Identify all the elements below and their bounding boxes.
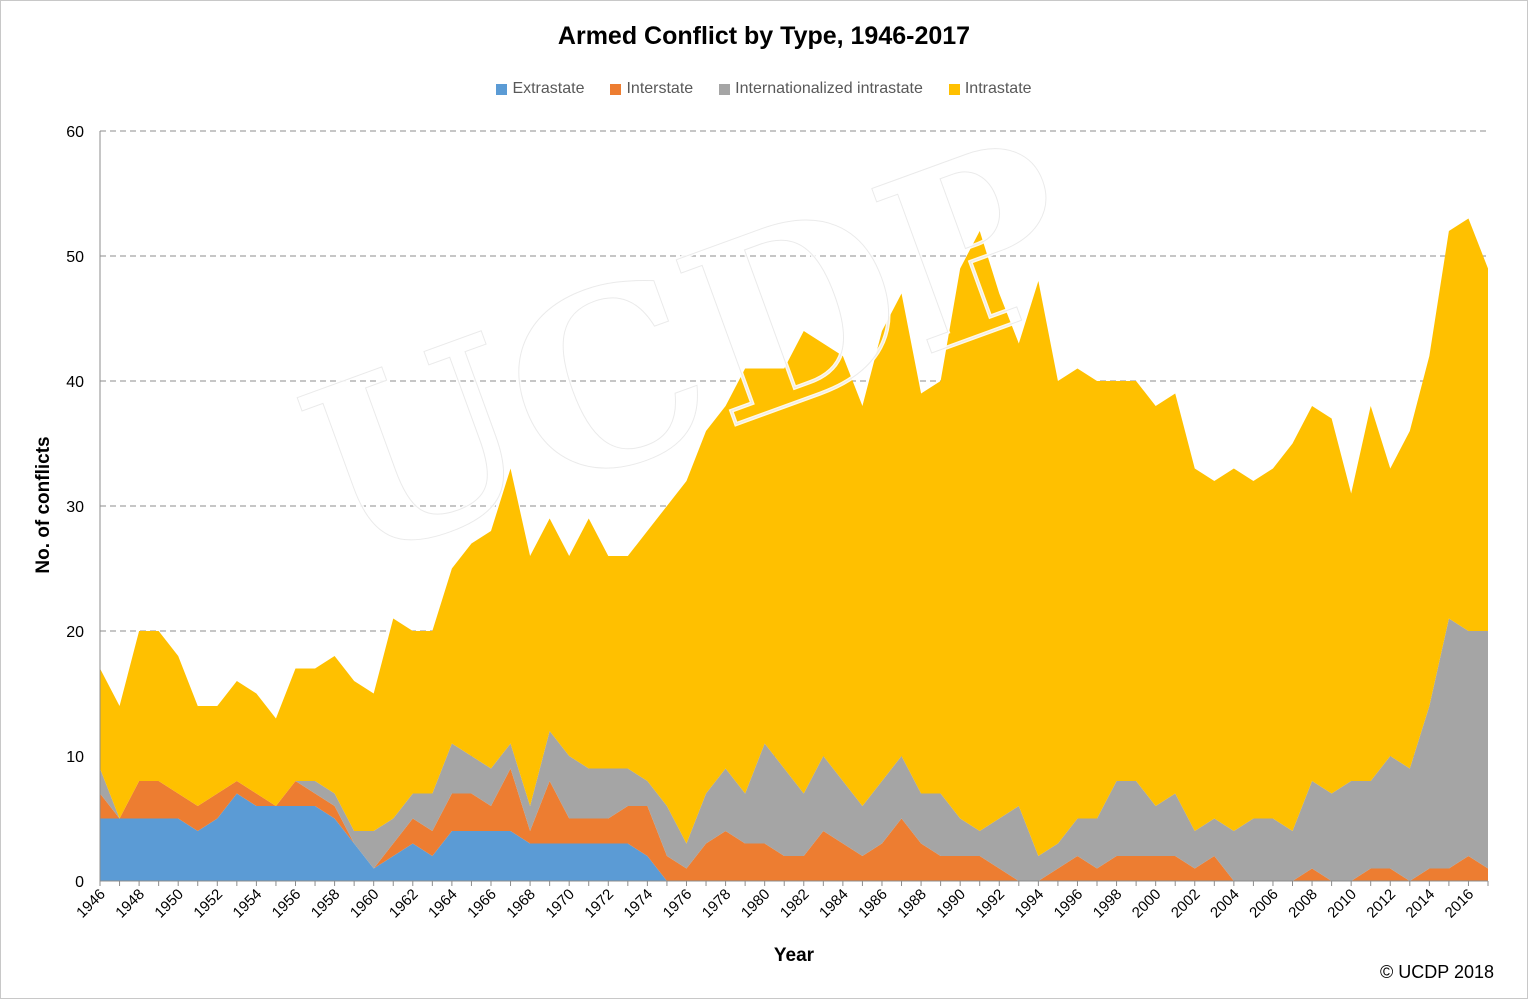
- legend-label-internationalized-intrastate: Internationalized intrastate: [735, 80, 923, 97]
- legend: Extrastate Interstate Internationalized …: [0, 80, 1528, 98]
- x-tick-label: 1954: [230, 886, 266, 922]
- legend-label-extrastate: Extrastate: [512, 80, 585, 97]
- x-tick-label: 2012: [1363, 886, 1399, 922]
- y-tick-label: 20: [66, 624, 84, 641]
- x-tick-label: 2000: [1129, 886, 1165, 922]
- x-tick-label: 2014: [1403, 886, 1439, 922]
- x-tick-label: 1958: [308, 886, 344, 922]
- x-tick-label: 1996: [1051, 886, 1087, 922]
- x-tick-label: 1974: [621, 886, 657, 922]
- legend-swatch-internationalized-intrastate: [719, 83, 731, 95]
- stacked-areas: [100, 218, 1488, 881]
- x-tick-label: 1982: [777, 886, 813, 922]
- x-tick-label: 1950: [151, 886, 187, 922]
- x-tick-label: 1946: [73, 886, 109, 922]
- x-tick-label: 2016: [1442, 886, 1478, 922]
- legend-swatch-interstate: [610, 83, 622, 95]
- x-tick-label: 1992: [972, 886, 1008, 922]
- x-tick-label: 1994: [1012, 886, 1048, 922]
- x-tick-label: 1984: [816, 886, 852, 922]
- y-tick-label: 40: [66, 374, 84, 391]
- x-axis-title: Year: [773, 945, 815, 966]
- x-tick-label: 1972: [581, 886, 617, 922]
- x-tick-label: 2002: [1168, 886, 1204, 922]
- copyright-notice: © UCDP 2018: [1380, 962, 1494, 982]
- legend-item-intrastate: Intrastate: [948, 80, 1032, 98]
- x-tick-label: 2008: [1285, 886, 1321, 922]
- area-interstate: [100, 768, 1488, 881]
- x-tick-label: 1998: [1090, 886, 1126, 922]
- x-tick-label: 2006: [1246, 886, 1282, 922]
- y-tick-label: 30: [66, 499, 84, 516]
- x-tick-label: 2010: [1324, 886, 1360, 922]
- legend-swatch-intrastate: [948, 83, 960, 95]
- y-tick-label: 50: [66, 249, 84, 266]
- legend-item-internationalized-intrastate: Internationalized intrastate: [719, 80, 923, 98]
- legend-label-intrastate: Intrastate: [964, 80, 1032, 97]
- y-tick-label: 10: [66, 749, 84, 766]
- x-tick-label: 1976: [660, 886, 696, 922]
- x-tick-label: 1952: [191, 886, 227, 922]
- x-tick-label: 2004: [1207, 886, 1243, 922]
- x-tick-label: 1990: [933, 886, 969, 922]
- x-tick-label: 1962: [386, 886, 422, 922]
- y-tick-label: 0: [75, 874, 84, 891]
- x-tick-label: 1948: [112, 886, 148, 922]
- area-internationalized-intrastate: [100, 618, 1488, 881]
- x-tick-label: 1988: [894, 886, 930, 922]
- x-tick-label: 1980: [738, 886, 774, 922]
- area-intrastate: [100, 218, 1488, 856]
- y-axis-title: No. of conflicts: [33, 436, 54, 574]
- legend-swatch-extrastate: [496, 83, 508, 95]
- x-tick-label: 1978: [699, 886, 735, 922]
- x-tick-label: 1966: [464, 886, 500, 922]
- y-tick-label: 60: [66, 124, 84, 141]
- x-tick-label: 1960: [347, 886, 383, 922]
- legend-label-interstate: Interstate: [626, 80, 694, 97]
- legend-item-interstate: Interstate: [610, 80, 693, 98]
- x-tick-label: 1968: [503, 886, 539, 922]
- x-tick-label: 1986: [855, 886, 891, 922]
- x-tick-label: 1956: [269, 886, 305, 922]
- chart-title: Armed Conflict by Type, 1946-2017: [557, 22, 971, 50]
- legend-item-extrastate: Extrastate: [496, 80, 584, 98]
- x-tick-label: 1970: [542, 886, 578, 922]
- area-extrastate: [100, 793, 1488, 881]
- x-tick-label: 1964: [425, 886, 461, 922]
